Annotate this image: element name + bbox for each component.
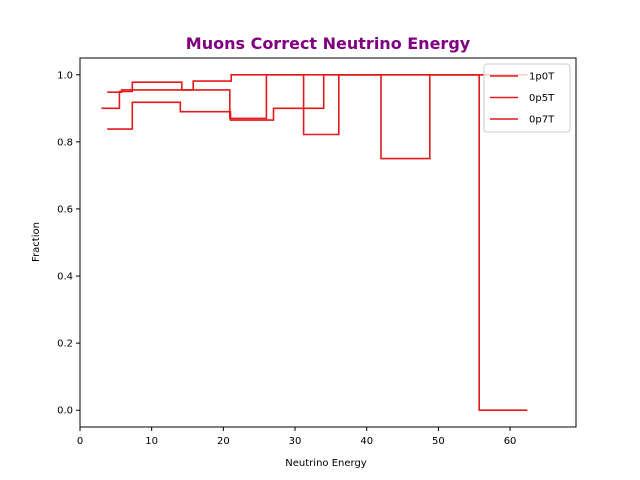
legend-box bbox=[483, 63, 571, 133]
series-line-1p0T bbox=[101, 74, 528, 110]
x-tick-label: 30 bbox=[289, 436, 302, 447]
y-axis-label: Fraction bbox=[31, 222, 42, 262]
legend-label-0p7T: 0p7T bbox=[529, 115, 555, 126]
x-tick-label: 40 bbox=[360, 436, 373, 447]
x-tick-label: 20 bbox=[217, 436, 230, 447]
plot-frame bbox=[79, 57, 577, 428]
legend-label-1p0T: 1p0T bbox=[529, 72, 555, 83]
x-tick-label: 10 bbox=[145, 436, 158, 447]
series-layer bbox=[101, 74, 528, 411]
x-ticks: 0 10 20 30 40 50 60 bbox=[77, 427, 517, 447]
axes-layer bbox=[79, 57, 577, 428]
y-ticks: 0.0 0.2 0.4 0.6 0.8 1.0 bbox=[57, 70, 80, 417]
y-tick-label: 0.2 bbox=[57, 339, 73, 350]
legend: 1p0T 0p5T 0p7T bbox=[483, 63, 571, 133]
y-tick-label: 0.6 bbox=[57, 204, 73, 215]
x-tick-label: 0 bbox=[77, 436, 83, 447]
x-tick-label: 50 bbox=[432, 436, 445, 447]
legend-label-0p5T: 0p5T bbox=[529, 93, 555, 104]
y-tick-label: 0.8 bbox=[57, 137, 73, 148]
x-axis-label: Neutrino Energy bbox=[285, 458, 367, 469]
y-tick-label: 1.0 bbox=[57, 70, 73, 81]
y-tick-label: 0.4 bbox=[57, 272, 73, 283]
y-tick-label: 0.0 bbox=[57, 406, 73, 417]
x-tick-label: 60 bbox=[504, 436, 517, 447]
chart-title: Muons Correct Neutrino Energy bbox=[186, 34, 471, 53]
series-line-0p7T bbox=[107, 74, 528, 136]
